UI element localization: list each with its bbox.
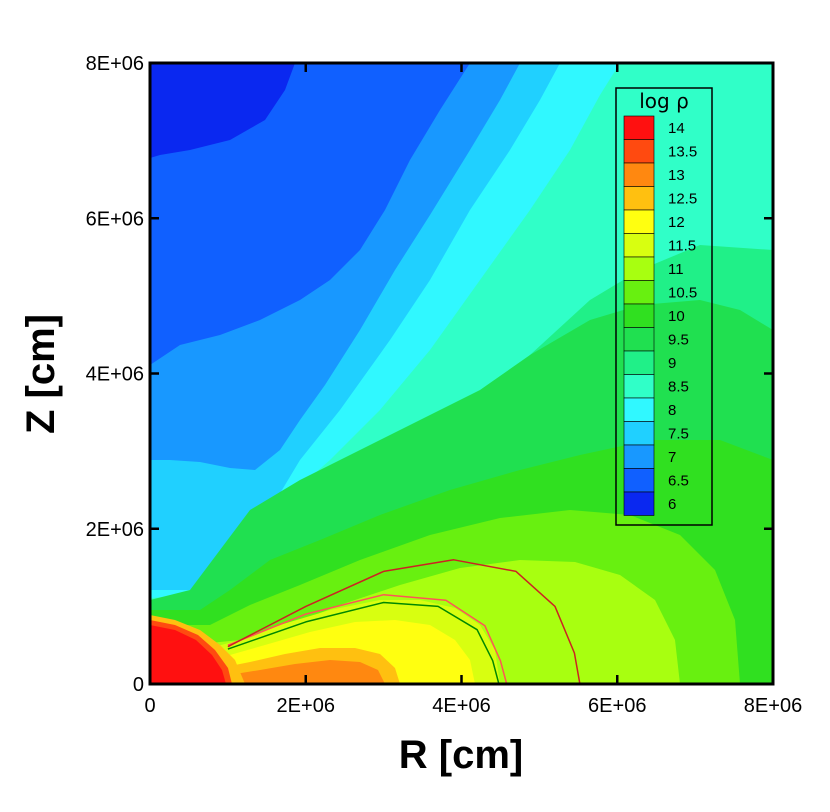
legend-swatch bbox=[623, 209, 655, 234]
iso-contour-line bbox=[227, 601, 500, 684]
y-tick-label: 0 bbox=[133, 674, 144, 696]
legend-label: 12.5 bbox=[668, 190, 697, 207]
legend-swatch bbox=[623, 374, 655, 399]
legend-swatch bbox=[623, 303, 655, 328]
x-tick-label: 4E+06 bbox=[432, 695, 490, 717]
legend-label: 10.5 bbox=[668, 284, 697, 301]
legend-label: 13 bbox=[668, 167, 685, 184]
legend-box bbox=[615, 87, 713, 526]
legend-label: 13.5 bbox=[668, 143, 697, 160]
legend-label: 12 bbox=[668, 214, 685, 231]
legend-swatch bbox=[623, 162, 655, 187]
legend-swatch bbox=[623, 444, 655, 469]
y-tick-label: 4E+06 bbox=[86, 364, 144, 386]
legend-label: 9.5 bbox=[668, 331, 689, 348]
legend-swatch bbox=[623, 280, 655, 305]
legend-items: 14 13.5 13 12.5 12 11.5 11 10.5 10 9.5 9 8.5 8 7.5 7 6.… bbox=[623, 115, 697, 516]
axes: 0 2E+06 4E+06 6E+06 8E+06 0 2E+06 4E+06 6E+06 8E+… bbox=[86, 53, 803, 717]
legend-label: 8 bbox=[668, 402, 676, 419]
contour-band-14 bbox=[150, 625, 226, 684]
legend-label: 7 bbox=[668, 449, 676, 466]
legend-label: 8.5 bbox=[668, 378, 689, 395]
legend-swatch bbox=[623, 397, 655, 422]
y-tick-label: 6E+06 bbox=[86, 208, 144, 230]
y-tick-label: 2E+06 bbox=[86, 519, 144, 541]
legend-label: 11.5 bbox=[668, 237, 696, 254]
legend-label: 6 bbox=[668, 496, 676, 513]
x-tick-label: 6E+06 bbox=[588, 695, 646, 717]
legend-label: 10 bbox=[668, 308, 685, 325]
legend-label: 9 bbox=[668, 355, 676, 372]
legend-swatch bbox=[623, 327, 655, 352]
legend-label: 7.5 bbox=[668, 425, 689, 442]
legend-swatch bbox=[623, 468, 655, 493]
x-tick-label: 0 bbox=[144, 695, 155, 717]
legend-label: 6.5 bbox=[668, 472, 689, 489]
legend-label: 14 bbox=[668, 120, 685, 137]
iso-contour-line bbox=[227, 559, 581, 684]
colorbar-legend: log ρ 14 13.5 13 12.5 12 11.5 11 10.5 10 9.5 9 8.5 8… bbox=[615, 87, 713, 526]
legend-swatch bbox=[623, 256, 655, 281]
x-axis-title: R [cm] bbox=[399, 733, 523, 777]
legend-label: 11 bbox=[668, 261, 684, 278]
contour-band-5 bbox=[150, 63, 295, 158]
legend-swatch bbox=[623, 139, 655, 164]
legend-swatch bbox=[623, 115, 655, 140]
legend-swatch bbox=[623, 491, 655, 516]
legend-swatch bbox=[623, 233, 655, 258]
x-tick-label: 8E+06 bbox=[744, 695, 802, 717]
iso-contour-line bbox=[227, 593, 508, 684]
legend-swatch bbox=[623, 350, 655, 375]
legend-title: log ρ bbox=[639, 89, 689, 113]
legend-swatch bbox=[623, 186, 655, 211]
contour-lines bbox=[227, 559, 581, 684]
y-tick-label: 8E+06 bbox=[86, 53, 144, 75]
x-tick-label: 2E+06 bbox=[277, 695, 335, 717]
legend-swatch bbox=[623, 421, 655, 446]
y-axis-title: Z [cm] bbox=[19, 314, 63, 434]
